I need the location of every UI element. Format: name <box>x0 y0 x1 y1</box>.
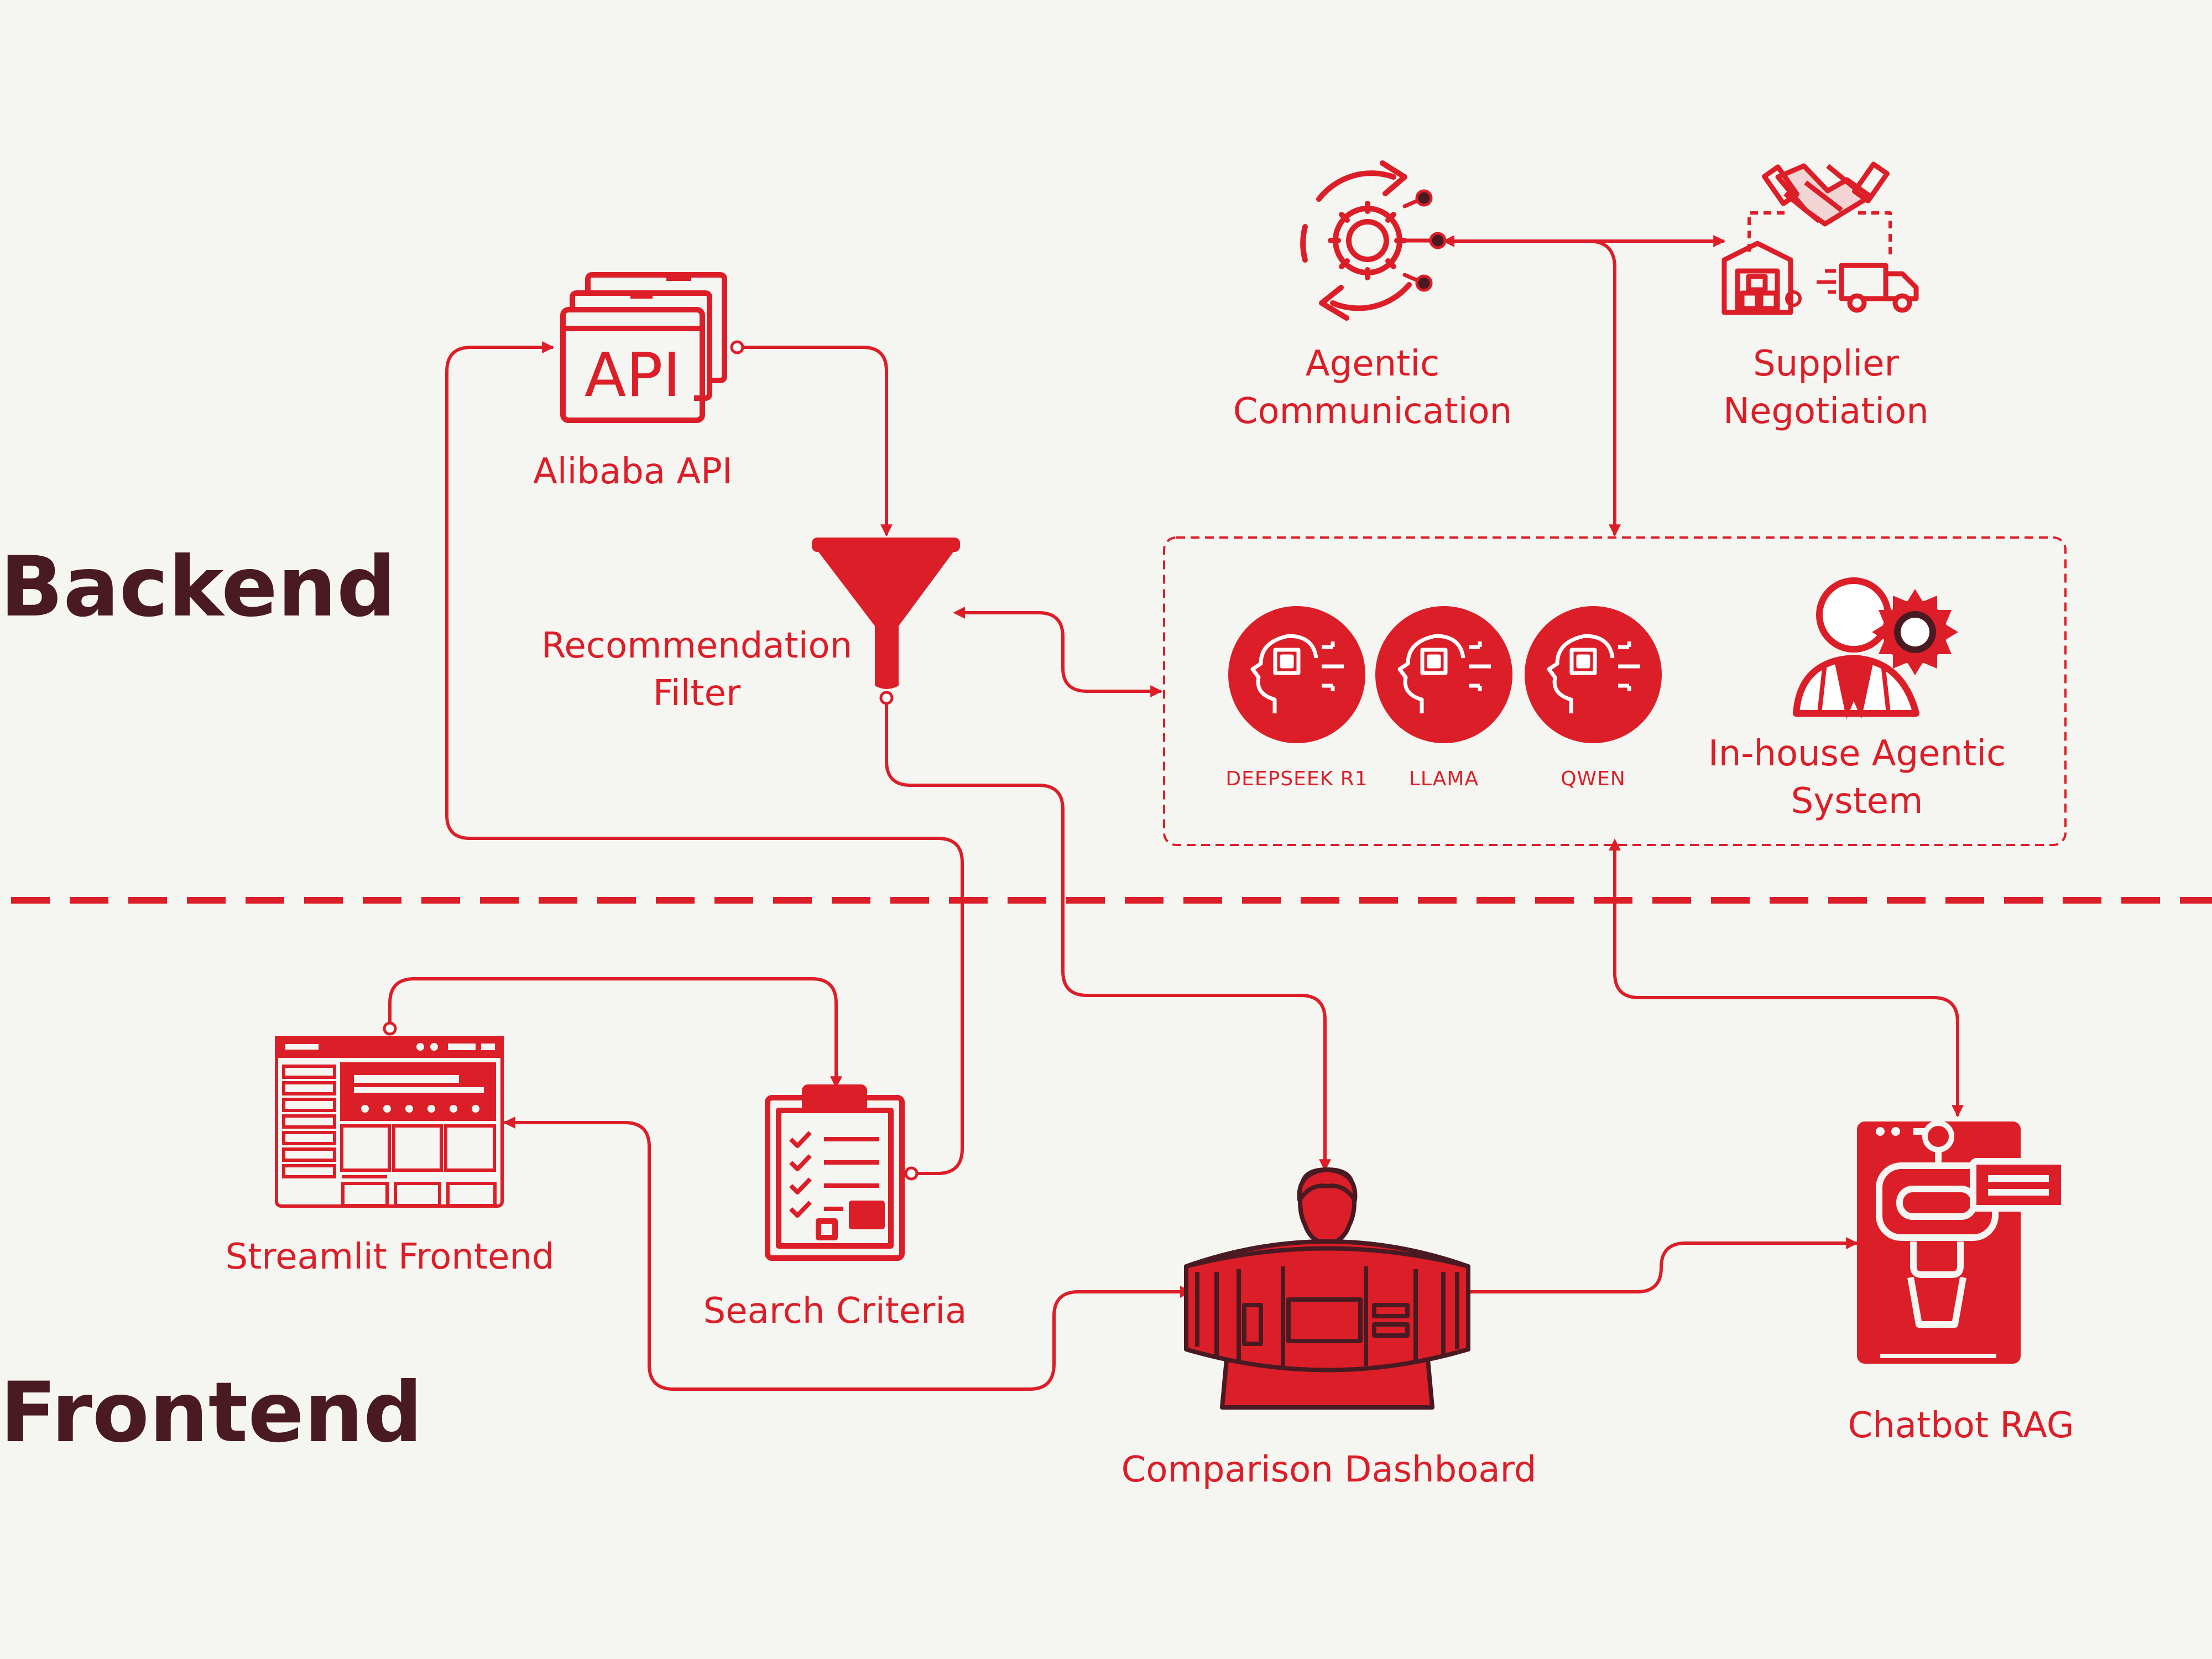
browser-window-icon <box>275 1036 504 1208</box>
connector-communication-to-agentic-system <box>1588 239 1621 537</box>
search-out-port <box>904 1166 919 1181</box>
connector-dashboard-to-chatbot <box>1458 1237 1859 1298</box>
filter-out-port <box>879 691 894 705</box>
api-out-port <box>730 340 744 354</box>
agentic-system-label: In-house Agentic System <box>1691 730 2023 826</box>
node-dot <box>1429 232 1447 249</box>
supplier-negotiation-label-line1: Supplier <box>1753 343 1899 384</box>
supplier-negotiation-icon <box>1721 161 1919 315</box>
agentic-system-boundary <box>1163 536 2067 846</box>
qwen-model-icon <box>1525 606 1662 743</box>
agentic-communication-label-line2: Communication <box>1233 391 1512 432</box>
recommendation-filter-label-line1: Recommendation <box>541 625 853 666</box>
api-icon: API <box>560 272 727 423</box>
connector-api-to-filter <box>737 346 893 537</box>
node-dot <box>1415 274 1433 292</box>
model-label-qwen: QWEN <box>1561 768 1626 790</box>
connector-filter-to-dashboard <box>885 698 1331 1172</box>
agentic-communication-label-line1: Agentic <box>1305 343 1440 384</box>
connector-agentic-system-to-chatbot <box>1609 838 1964 1118</box>
llama-model-icon <box>1375 606 1512 743</box>
recommendation-filter-label: Recommendation Filter <box>531 622 863 718</box>
backend-section-title: Backend <box>0 539 397 635</box>
frontend-section-title: Frontend <box>0 1365 423 1461</box>
streamlit-out-port <box>383 1021 397 1036</box>
clipboard-checklist-icon <box>765 1084 905 1261</box>
agentic-communication-icon <box>1300 160 1437 321</box>
comparison-dashboard-label: Comparison Dashboard <box>1121 1449 1537 1490</box>
model-label-deepseek: DEEPSEEK R1 <box>1225 768 1368 790</box>
agentic-system-label-line2: System <box>1791 781 1923 822</box>
agent-person-gear-icon <box>1793 577 1958 719</box>
chatbot-robot-icon <box>1857 1120 2068 1364</box>
connector-filter-to-agentic-system <box>953 607 1163 697</box>
supplier-negotiation-label-line2: Negotiation <box>1723 391 1929 432</box>
recommendation-filter-label-line2: Filter <box>653 673 741 714</box>
connector-dashboard-to-streamlit <box>503 1117 1192 1391</box>
connector-streamlit-to-search <box>388 977 842 1089</box>
streamlit-frontend-label: Streamlit Frontend <box>225 1237 555 1277</box>
model-label-llama: LLAMA <box>1408 768 1479 790</box>
agentic-system-label-line1: In-house Agentic <box>1708 733 2006 774</box>
deepseek-model-icon <box>1228 606 1365 743</box>
alibaba-api-label: Alibaba API <box>533 451 733 492</box>
search-criteria-label: Search Criteria <box>703 1291 967 1332</box>
api-icon-text: API <box>585 340 681 410</box>
node-dot <box>1415 189 1433 207</box>
chatbot-rag-label: Chatbot RAG <box>1848 1405 2074 1446</box>
comparison-dashboard-icon <box>1184 1167 1470 1410</box>
funnel-icon <box>812 538 960 689</box>
supplier-negotiation-label: Supplier Negotiation <box>1660 340 1992 436</box>
agentic-communication-label: Agentic Communication <box>1207 340 1538 436</box>
